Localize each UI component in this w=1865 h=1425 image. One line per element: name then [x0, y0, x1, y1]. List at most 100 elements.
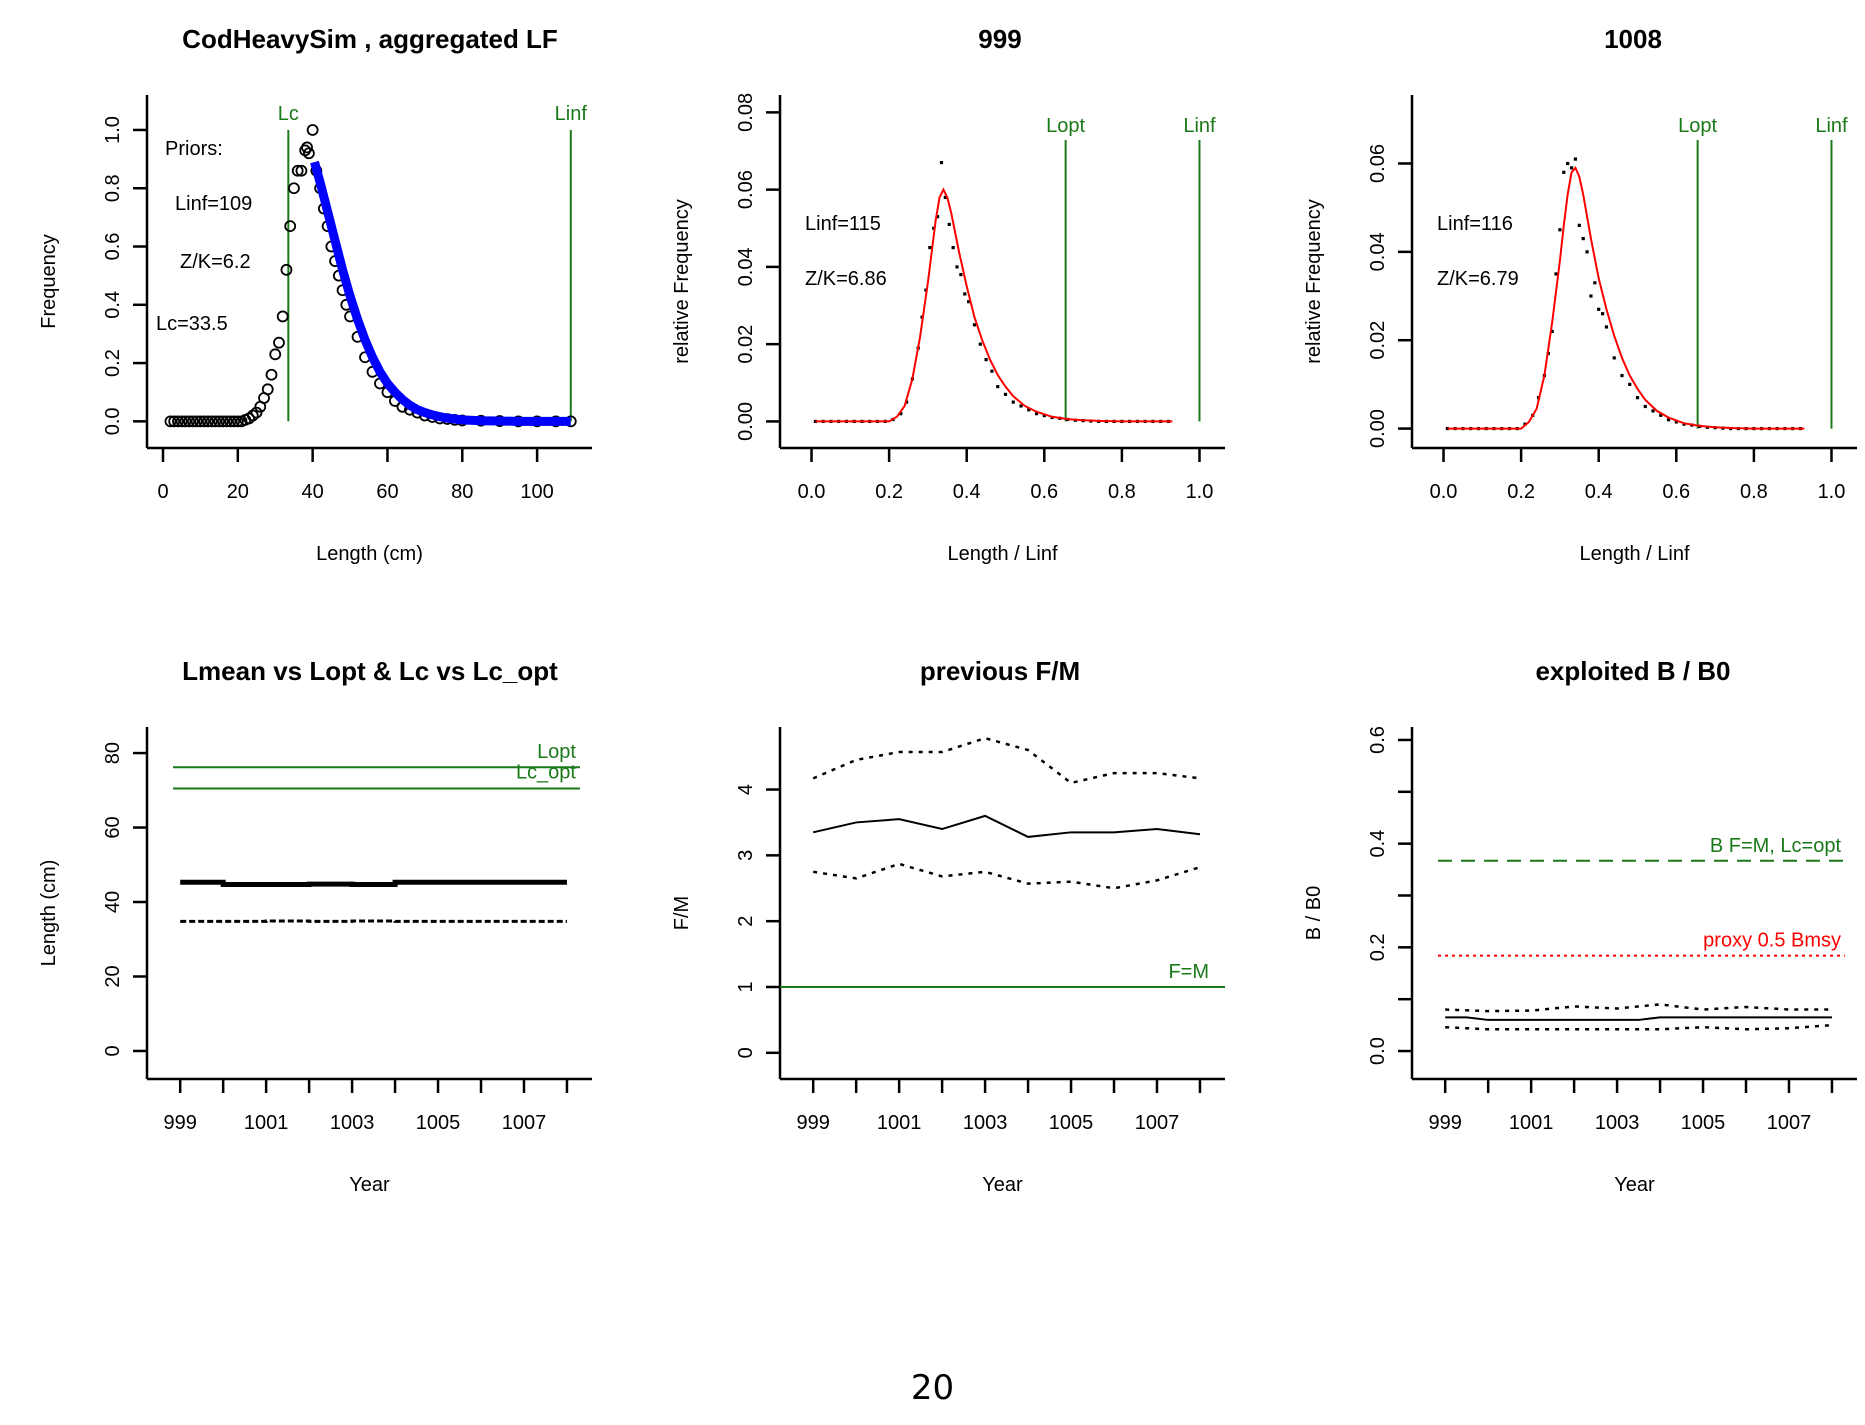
data-point: [1573, 157, 1578, 161]
data-point: [301, 141, 313, 154]
annotation: Linf=115: [805, 213, 881, 235]
y-tick-label: 0.00: [1367, 409, 1389, 448]
y-tick-label: 40: [102, 891, 124, 913]
data-point: [963, 292, 967, 296]
series-line: [1445, 1023, 1833, 1031]
data-point: [1027, 408, 1031, 412]
data-point: [172, 415, 184, 428]
x-tick-label: 1.0: [1818, 481, 1846, 503]
series-line: [812, 736, 1201, 785]
x-axis-label: Length / Linf: [947, 543, 1058, 565]
y-tick-label: 0.6: [102, 233, 124, 261]
x-tick-label: 100: [520, 481, 553, 503]
data-point: [928, 245, 932, 250]
x-axis-label: Length / Linf: [1579, 543, 1690, 565]
chart-title: 1008: [1604, 24, 1662, 54]
data-point: [198, 415, 211, 428]
series-fit: [1447, 166, 1805, 430]
data-point: [978, 342, 982, 346]
annotation: Z/K=6.2: [180, 251, 251, 273]
x-tick-label: 0.6: [1030, 481, 1058, 503]
annotation: Priors:: [165, 138, 223, 160]
data-point: [250, 406, 263, 419]
x-tick-label: 1001: [1509, 1112, 1554, 1134]
y-tick-label: 0.0: [102, 407, 124, 435]
x-tick-label: 0.0: [1430, 481, 1458, 503]
x-tick-label: 0.4: [1585, 481, 1613, 503]
x-tick-label: 20: [227, 481, 249, 503]
chart-title: previous F/M: [920, 656, 1080, 686]
data-point: [1659, 413, 1663, 417]
series-lmean: [180, 879, 567, 888]
x-tick-label: 1003: [1595, 1112, 1640, 1134]
data-point: [295, 164, 308, 177]
y-tick-label: 4: [735, 784, 757, 795]
panel-year-999: 999 0.00 0.02 0.04 0.06 0.08 0.0 0.2 0.4 0.6 0.8 1.…: [671, 24, 1225, 565]
x-tick-label: 0: [157, 481, 168, 503]
data-point: [1643, 404, 1647, 409]
x-tick-label: 0.4: [953, 481, 981, 503]
data-point: [187, 415, 199, 428]
hline-label: Lc_opt: [516, 761, 576, 783]
data-point: [1612, 356, 1616, 360]
x-tick-label: 999: [797, 1112, 830, 1134]
data-point: [1577, 223, 1581, 227]
data-point: [175, 415, 188, 428]
y-tick-label: 0.02: [735, 325, 757, 364]
series-lower: [813, 862, 1201, 890]
y-axis-label: Length (cm): [38, 860, 60, 967]
chart-title: Lmean vs Lopt & Lc vs Lc_opt: [182, 656, 558, 686]
annotation: Z/K=6.86: [805, 268, 887, 290]
data-point: [936, 215, 940, 219]
y-tick-label: 0.06: [1367, 144, 1389, 183]
x-tick-label: 1003: [330, 1112, 375, 1134]
x-tick-label: 0.0: [798, 481, 826, 503]
annotation: Lc=33.5: [156, 313, 228, 335]
series-f-m: [812, 814, 1201, 838]
y-tick-label: 20: [102, 965, 124, 987]
x-tick-label: 1001: [877, 1112, 922, 1134]
y-tick-label: 80: [102, 742, 124, 764]
panel-year-1008: 1008 0.00 0.02 0.04 0.06 0.0 0.2 0.4 0.6 0.8 1.0 Le…: [1303, 24, 1857, 565]
series-lower: [1445, 1023, 1833, 1031]
annotation: Linf=109: [175, 193, 252, 215]
data-point: [1042, 414, 1046, 418]
x-tick-label: 0.2: [875, 481, 903, 503]
x-tick-label: 40: [302, 481, 324, 503]
hline-label: B F=M, Lc=opt: [1710, 835, 1842, 857]
data-point: [955, 265, 959, 269]
series-line: [812, 814, 1201, 838]
series-line: [1445, 1003, 1832, 1013]
data-point: [1620, 373, 1624, 378]
data-point: [1558, 228, 1562, 232]
data-point: [213, 415, 226, 428]
data-point: [967, 300, 971, 304]
data-point: [194, 415, 207, 428]
panel-aggregated-lf: CodHeavySim , aggregated LF 0.0 0.2 0.4 0.6 0…: [38, 24, 592, 565]
data-point: [1445, 426, 1449, 431]
data-point: [1011, 400, 1015, 404]
data-point: [1003, 392, 1008, 396]
y-tick-label: 0: [735, 1047, 757, 1058]
hline-label: proxy 0.5 Bmsy: [1703, 930, 1841, 952]
series-line: [1447, 166, 1805, 430]
data-point: [265, 368, 278, 381]
data-point: [1562, 170, 1566, 174]
data-point: [1554, 272, 1558, 276]
data-point: [273, 336, 285, 349]
data-point: [943, 195, 947, 199]
data-point: [1550, 329, 1554, 333]
y-tick-label: 0.04: [735, 247, 757, 286]
y-tick-label: 0.0: [1367, 1037, 1389, 1065]
data-point: [220, 415, 233, 428]
data-point: [996, 385, 1000, 389]
y-tick-label: 0.06: [735, 170, 757, 209]
data-point: [261, 383, 274, 396]
chart-title: 999: [978, 24, 1021, 54]
x-axis-label: Year: [1614, 1174, 1655, 1196]
vline-label-lopt: Lopt: [1046, 115, 1085, 137]
series-fit: [815, 187, 1173, 423]
vline-label-lc: Lc: [278, 103, 299, 125]
series-line: [310, 160, 571, 426]
